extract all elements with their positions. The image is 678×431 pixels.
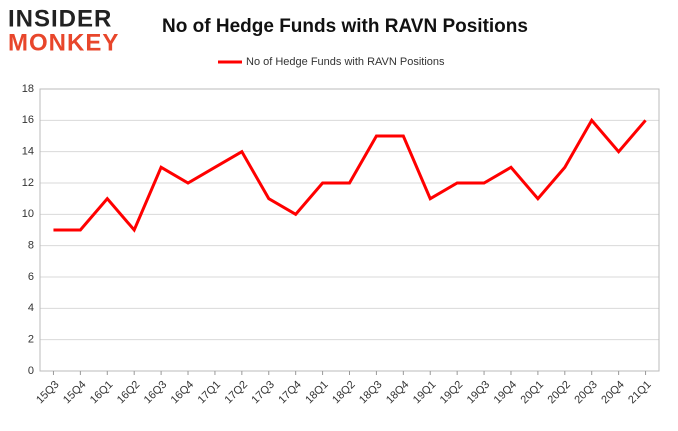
line-series <box>53 117 647 233</box>
x-tick-label: 15Q4 <box>61 379 89 407</box>
y-tick-label: 4 <box>28 302 34 314</box>
y-tick-label: 10 <box>22 208 34 220</box>
x-tick-label: 21Q1 <box>626 379 654 407</box>
y-tick-label: 16 <box>22 114 34 126</box>
x-tick-label: 20Q1 <box>519 379 547 407</box>
x-tick-label: 16Q1 <box>88 379 116 407</box>
x-tick-label: 20Q4 <box>599 379 627 407</box>
y-tick-label: 12 <box>22 177 34 189</box>
x-tick-label: 17Q2 <box>223 379 251 407</box>
x-tick-label: 19Q4 <box>492 379 520 407</box>
x-tick-label: 19Q1 <box>411 379 439 407</box>
x-tick-label: 17Q4 <box>276 379 304 407</box>
x-tick-label: 18Q2 <box>330 379 358 407</box>
x-tick-label: 18Q1 <box>303 379 331 407</box>
x-tick-label: 17Q3 <box>249 379 277 407</box>
legend-label: No of Hedge Funds with RAVN Positions <box>246 56 445 68</box>
x-tick-label: 16Q3 <box>142 379 170 407</box>
x-tick-label: 19Q2 <box>438 379 466 407</box>
y-tick-label: 0 <box>28 365 34 377</box>
x-tick-label: 16Q2 <box>115 379 143 407</box>
y-tick-label: 6 <box>28 271 34 283</box>
x-tick-label: 18Q4 <box>384 379 412 407</box>
logo-text: INSIDER <box>8 5 112 32</box>
x-tick-label: 18Q3 <box>357 379 385 407</box>
chart-title: No of Hedge Funds with RAVN Positions <box>162 16 528 37</box>
x-tick-label: 16Q4 <box>169 379 197 407</box>
y-tick-label: 14 <box>22 146 34 158</box>
x-tick-label: 19Q3 <box>465 379 493 407</box>
x-tick-label: 15Q3 <box>34 379 62 407</box>
logo-text: MONKEY <box>8 29 119 56</box>
y-tick-label: 2 <box>28 334 34 346</box>
x-tick-label: 20Q3 <box>572 379 600 407</box>
y-tick-label: 8 <box>28 240 34 252</box>
x-tick-label: 20Q2 <box>545 379 573 407</box>
x-tick-label: 17Q1 <box>196 379 224 407</box>
y-tick-label: 18 <box>22 83 34 95</box>
